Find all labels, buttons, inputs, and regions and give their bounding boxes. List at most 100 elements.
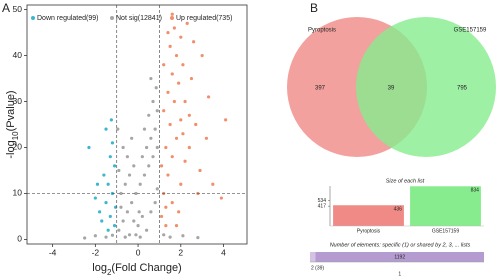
- point: [109, 118, 113, 122]
- chart-title: Size of each list: [386, 178, 425, 184]
- legend-marker: [31, 16, 35, 20]
- plot-frame: [26, 4, 248, 245]
- point: [179, 35, 183, 39]
- point: [119, 205, 123, 209]
- x-tick-label: Pyroptosis: [357, 228, 381, 234]
- point: [112, 164, 117, 168]
- point: [140, 214, 144, 219]
- point: [130, 136, 134, 140]
- category-label: 1: [398, 271, 401, 277]
- y-tick-label: 534: [318, 198, 327, 204]
- bar: [410, 186, 481, 226]
- y-axis-label-part: 10: [11, 131, 20, 140]
- point: [149, 76, 153, 81]
- point: [174, 53, 179, 58]
- point: [198, 168, 202, 173]
- category-label: 2 (39): [311, 265, 324, 271]
- point: [98, 210, 102, 214]
- point: [164, 205, 168, 209]
- x-axis-label-part: log: [92, 262, 107, 274]
- point: [104, 201, 108, 205]
- x-tick-label: -4: [49, 247, 57, 257]
- point: [179, 118, 183, 122]
- point: [151, 155, 155, 159]
- point: [117, 168, 121, 173]
- x-axis-label-part: 2: [107, 268, 112, 277]
- y-axis-label-part: (Pvalue): [5, 90, 17, 131]
- point: [183, 159, 187, 163]
- point: [181, 63, 185, 67]
- point: [134, 233, 138, 237]
- point: [117, 228, 121, 232]
- y-tick-label: 20: [13, 142, 23, 152]
- bar-segment: [315, 252, 484, 262]
- y-tick-label: 417: [318, 203, 327, 209]
- point: [170, 155, 174, 159]
- point: [106, 228, 110, 232]
- point: [127, 233, 132, 237]
- point: [145, 145, 149, 150]
- point: [119, 191, 123, 196]
- point: [140, 155, 144, 159]
- point: [108, 155, 112, 159]
- point: [142, 127, 147, 131]
- legend-marker: [110, 16, 114, 20]
- point: [192, 40, 196, 44]
- point: [93, 234, 97, 238]
- value-label: 1192: [394, 254, 405, 260]
- point: [132, 219, 136, 223]
- y-axis-label-part: -log: [5, 140, 17, 158]
- point: [106, 182, 110, 186]
- point: [121, 219, 125, 223]
- venn-set: [356, 17, 496, 157]
- point: [170, 201, 174, 205]
- point: [196, 235, 200, 240]
- point: [206, 95, 211, 99]
- point: [155, 187, 159, 191]
- point: [164, 145, 168, 150]
- point: [164, 224, 168, 228]
- point: [149, 210, 153, 214]
- point: [121, 145, 125, 150]
- point: [162, 63, 166, 67]
- x-tick-label: 0: [136, 247, 141, 257]
- x-axis-label: log2(Fold Change): [92, 262, 181, 277]
- point: [162, 233, 166, 237]
- point: [219, 196, 223, 200]
- bar: [333, 205, 404, 226]
- point: [123, 182, 127, 186]
- point: [93, 196, 97, 200]
- point: [136, 224, 140, 228]
- point: [162, 109, 166, 113]
- point: [155, 145, 159, 150]
- point: [174, 136, 179, 140]
- point: [194, 122, 198, 127]
- venn-set-label: GSE157159: [454, 28, 487, 34]
- point: [108, 214, 112, 219]
- x-tick-label: 4: [221, 247, 226, 257]
- point: [95, 182, 100, 186]
- venn-set-label: Pyroptosis: [308, 28, 336, 34]
- point: [177, 81, 181, 85]
- value-label: 436: [394, 207, 403, 213]
- point: [147, 164, 151, 168]
- y-tick-label: 0: [17, 234, 22, 244]
- point: [204, 136, 209, 140]
- point: [168, 235, 172, 239]
- point: [125, 155, 129, 159]
- legend-label: Not sig(12841): [116, 15, 162, 22]
- point: [137, 210, 141, 214]
- chart-title: Number of elements: specific (1) or shar…: [330, 242, 471, 248]
- point: [154, 86, 158, 90]
- y-tick-label: 30: [13, 96, 23, 106]
- panel-label: B: [310, 1, 318, 15]
- point: [102, 173, 106, 177]
- point: [104, 127, 108, 131]
- point: [177, 210, 181, 214]
- point: [138, 182, 142, 186]
- point: [83, 236, 87, 240]
- point: [123, 235, 127, 239]
- point: [100, 219, 104, 223]
